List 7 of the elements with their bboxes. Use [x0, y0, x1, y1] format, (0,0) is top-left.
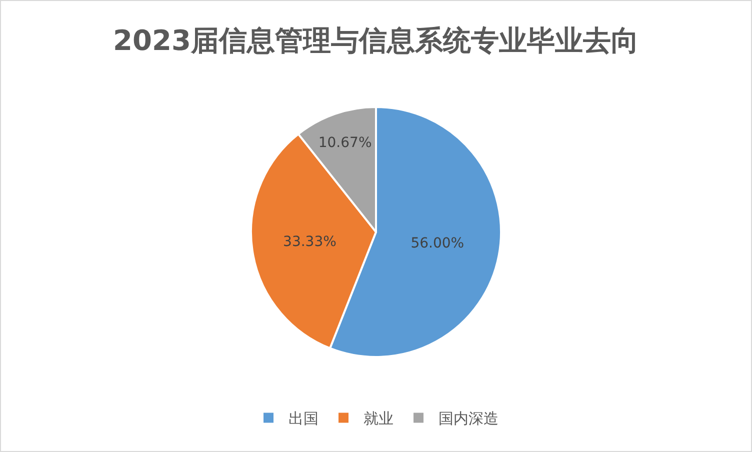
legend-label: 国内深造 — [438, 410, 498, 428]
chart-title: 2023届信息管理与信息系统专业毕业去向 — [113, 24, 639, 57]
data-label: 56.00% — [410, 236, 464, 252]
legend-label: 出国 — [288, 410, 318, 428]
legend-label: 就业 — [364, 410, 394, 428]
data-label: 33.33% — [283, 234, 336, 250]
data-label: 10.67% — [318, 135, 372, 152]
